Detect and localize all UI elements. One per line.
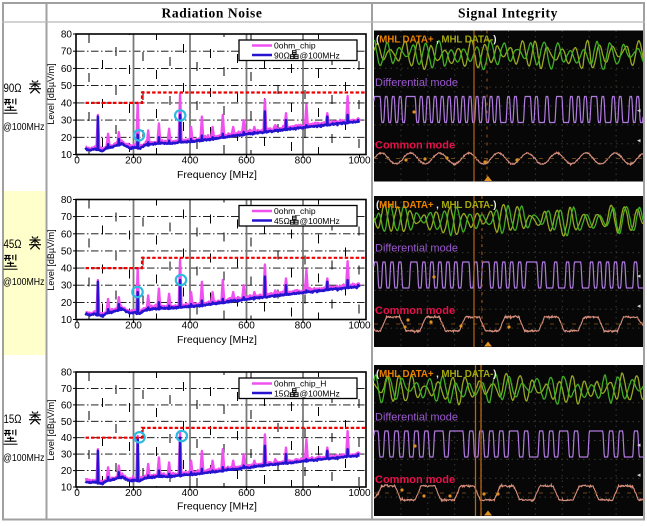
svg-text:200: 200 — [125, 321, 142, 332]
svg-text:Differential mode: Differential mode — [375, 77, 458, 89]
svg-text:◂: ◂ — [637, 442, 641, 449]
svg-text:60: 60 — [61, 229, 73, 240]
svg-text:10: 10 — [61, 483, 73, 494]
svg-text:◂: ◂ — [637, 108, 641, 115]
svg-text:400: 400 — [182, 488, 199, 499]
svg-text:70: 70 — [61, 212, 73, 223]
svg-text:Frequency [MHz]: Frequency [MHz] — [177, 334, 257, 346]
svg-text:30: 30 — [61, 116, 73, 127]
svg-text:15Ω: 15Ω — [274, 389, 290, 399]
svg-text:@100MHz: @100MHz — [3, 121, 45, 133]
svg-text:50: 50 — [61, 246, 73, 257]
svg-text:80: 80 — [61, 195, 73, 206]
svg-text:Common mode: Common mode — [375, 140, 455, 152]
svg-text:@100MHz: @100MHz — [300, 389, 340, 399]
svg-text:@100MHz: @100MHz — [300, 51, 340, 61]
svg-text:70: 70 — [61, 384, 73, 395]
svg-text:40: 40 — [61, 433, 73, 444]
svg-text:Level [dBµV/m]: Level [dBµV/m] — [46, 63, 56, 124]
svg-text:0: 0 — [74, 488, 80, 499]
svg-text:40: 40 — [61, 264, 73, 275]
svg-text:600: 600 — [238, 156, 255, 167]
svg-text:20: 20 — [61, 133, 73, 144]
svg-text:0ohm_chip: 0ohm_chip — [274, 206, 316, 216]
svg-text:800: 800 — [295, 321, 312, 332]
svg-text:Level [dBµV/m]: Level [dBµV/m] — [46, 399, 56, 460]
svg-text:400: 400 — [182, 156, 199, 167]
svg-text:@100MHz: @100MHz — [300, 216, 340, 226]
svg-text:1000: 1000 — [348, 156, 371, 167]
svg-text:45Ω: 45Ω — [274, 216, 290, 226]
svg-text:@100MHz: @100MHz — [3, 452, 45, 464]
svg-text:@100MHz: @100MHz — [3, 276, 45, 288]
svg-text:Signal Integrity: Signal Integrity — [458, 6, 558, 21]
svg-text:90Ω: 90Ω — [274, 51, 290, 61]
svg-text:200: 200 — [125, 488, 142, 499]
svg-text:Differential mode: Differential mode — [375, 243, 458, 255]
svg-text:600: 600 — [238, 321, 255, 332]
svg-text:800: 800 — [295, 156, 312, 167]
svg-text:(MHL DATA+ , MHL DATA-): (MHL DATA+ , MHL DATA-) — [376, 34, 496, 45]
svg-text:Radiation Noise: Radiation Noise — [162, 6, 263, 21]
svg-text:◂: ◂ — [637, 303, 641, 310]
svg-text:50: 50 — [61, 81, 73, 92]
svg-text:Differential mode: Differential mode — [375, 412, 458, 424]
svg-text:0ohm_chip_H: 0ohm_chip_H — [274, 379, 326, 389]
svg-text:1000: 1000 — [348, 488, 371, 499]
svg-text:20: 20 — [61, 298, 73, 309]
svg-text:800: 800 — [295, 488, 312, 499]
svg-text:60: 60 — [61, 400, 73, 411]
svg-text:◂: ◂ — [637, 472, 641, 479]
svg-text:30: 30 — [61, 281, 73, 292]
svg-text:600: 600 — [238, 488, 255, 499]
svg-text:80: 80 — [61, 368, 73, 379]
svg-text:10: 10 — [61, 315, 73, 326]
svg-text:200: 200 — [125, 156, 142, 167]
svg-text:◂: ◂ — [637, 138, 641, 145]
svg-text:45Ω: 45Ω — [4, 237, 22, 251]
svg-text:Frequency [MHz]: Frequency [MHz] — [177, 501, 257, 513]
svg-text:1000: 1000 — [348, 321, 371, 332]
svg-text:40: 40 — [61, 98, 73, 109]
svg-text:Level [dBµV/m]: Level [dBµV/m] — [46, 229, 56, 290]
svg-text:10: 10 — [61, 150, 73, 161]
svg-text:20: 20 — [61, 466, 73, 477]
svg-text:60: 60 — [61, 64, 73, 75]
svg-text:50: 50 — [61, 417, 73, 428]
svg-text:0: 0 — [74, 321, 80, 332]
svg-text:400: 400 — [182, 321, 199, 332]
svg-text:80: 80 — [61, 30, 73, 41]
svg-text:Common mode: Common mode — [375, 305, 455, 317]
svg-text:15Ω: 15Ω — [4, 412, 22, 426]
svg-text:Frequency [MHz]: Frequency [MHz] — [177, 169, 257, 181]
svg-text:(MHL DATA+ , MHL DATA-): (MHL DATA+ , MHL DATA-) — [376, 369, 496, 380]
svg-text:30: 30 — [61, 450, 73, 461]
svg-text:◂: ◂ — [637, 273, 641, 280]
svg-text:70: 70 — [61, 47, 73, 58]
svg-text:Common mode: Common mode — [375, 474, 455, 486]
svg-text:90Ω: 90Ω — [4, 81, 22, 95]
svg-text:0ohm_chip: 0ohm_chip — [274, 41, 316, 51]
svg-text:(MHL DATA+ , MHL DATA-): (MHL DATA+ , MHL DATA-) — [376, 200, 496, 211]
svg-text:0: 0 — [74, 156, 80, 167]
